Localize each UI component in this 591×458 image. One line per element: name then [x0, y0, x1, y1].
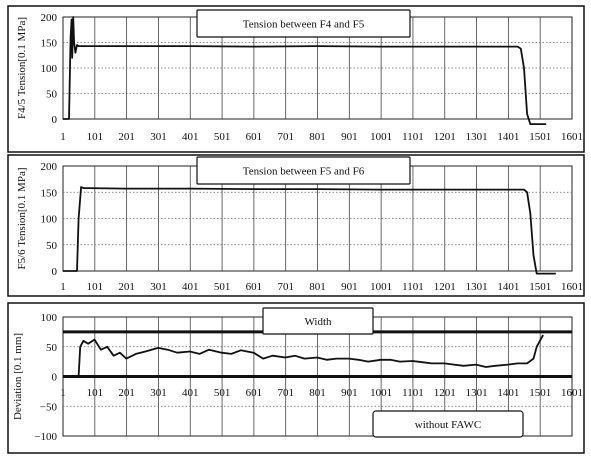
x-tick-label: 901 — [341, 131, 358, 143]
x-tick-label: 1201 — [434, 387, 456, 399]
y-tick-label: 50 — [46, 240, 58, 252]
x-tick-label: 1001 — [370, 131, 392, 143]
x-tick-label: 101 — [87, 281, 104, 293]
x-tick-label: 701 — [277, 131, 294, 143]
x-tick-label: 1301 — [466, 131, 488, 143]
y-tick-label: 0 — [52, 114, 58, 126]
y-tick-label: 200 — [41, 12, 58, 24]
y-tick-label: 0 — [52, 372, 58, 384]
x-tick-label: 301 — [150, 281, 167, 293]
x-tick-label: 601 — [246, 387, 263, 399]
x-tick-label: 701 — [277, 281, 294, 293]
annotation-label: without FAWC — [415, 419, 481, 431]
y-axis-label: F4/5 Tension[0.1 MPa] — [16, 17, 28, 119]
x-tick-label: 101 — [87, 131, 104, 143]
x-tick-label: 1501 — [529, 387, 551, 399]
y-axis-label: Deviation [0.1 mm] — [12, 333, 24, 420]
x-tick-label: 701 — [277, 387, 294, 399]
series-line — [63, 186, 556, 275]
y-tick-label: 200 — [41, 161, 58, 173]
chart-title-box — [196, 9, 411, 38]
x-tick-label: 801 — [309, 281, 326, 293]
x-tick-label: 1201 — [434, 281, 456, 293]
x-tick-label: 1101 — [402, 281, 424, 293]
x-tick-label: 1201 — [434, 131, 456, 143]
x-tick-label: 501 — [214, 387, 231, 399]
y-tick-label: 100 — [41, 214, 58, 226]
y-tick-label: 150 — [41, 187, 58, 199]
x-tick-label: 1 — [60, 281, 66, 293]
x-tick-label: 1301 — [466, 387, 488, 399]
x-tick-label: 201 — [118, 131, 135, 143]
series-line — [63, 334, 544, 378]
chart-panel-width-deviation: 1 101 201 301 401 501 601 701 801 901 1001 1101 1201… — [12, 307, 583, 443]
x-tick-label: 1 — [60, 131, 66, 143]
x-tick-label: 601 — [246, 281, 263, 293]
y-tick-label: 150 — [41, 38, 58, 50]
chart-title-box — [196, 156, 411, 185]
x-tick-label: 901 — [341, 387, 358, 399]
x-tick-label: 1601 — [561, 131, 583, 143]
chart-panel-f56-tension: 1 101 201 301 401 501 601 701 801 901 1001 1101 1201… — [16, 156, 583, 293]
y-tick-label: 50 — [46, 89, 58, 101]
x-tick-label: 401 — [182, 387, 199, 399]
x-tick-label: 901 — [341, 281, 358, 293]
y-tick-label: 100 — [41, 312, 58, 324]
x-tick-label: 501 — [214, 281, 231, 293]
x-tick-label: 1501 — [529, 281, 551, 293]
x-tick-label: 1301 — [466, 281, 488, 293]
x-tick-label: 1001 — [370, 281, 392, 293]
x-tick-label: 1101 — [402, 387, 424, 399]
chart-panel-f45-tension: 1 101 201 301 401 501 601 701 801 901 1001 1101 1201… — [16, 9, 583, 143]
x-tick-label: 1101 — [402, 131, 424, 143]
series-line — [63, 16, 547, 125]
y-tick-label: 100 — [41, 63, 58, 75]
x-tick-label: 101 — [87, 387, 104, 399]
y-axis-label: F5/6 Tension[0.1 MPa] — [16, 167, 28, 269]
chart-title-box — [262, 307, 374, 335]
x-tick-label: 1401 — [497, 281, 519, 293]
x-tick-label: 601 — [246, 131, 263, 143]
x-tick-label: 401 — [182, 131, 199, 143]
x-tick-label: 201 — [118, 281, 135, 293]
y-tick-label: −100 — [34, 431, 57, 443]
y-tick-label: −50 — [40, 401, 58, 413]
y-tick-label: 0 — [52, 266, 58, 278]
x-tick-label: 301 — [150, 387, 167, 399]
x-tick-label: 1401 — [497, 387, 519, 399]
x-tick-label: 1001 — [370, 387, 392, 399]
x-tick-label: 1401 — [497, 131, 519, 143]
x-tick-label: 301 — [150, 131, 167, 143]
x-tick-label: 801 — [309, 131, 326, 143]
chart-title: Tension between F4 and F5 — [243, 19, 365, 31]
x-tick-label: 1 — [60, 387, 66, 399]
x-tick-label: 1501 — [529, 131, 551, 143]
chart-title: Width — [304, 316, 332, 328]
x-tick-label: 201 — [118, 387, 135, 399]
y-tick-label: 50 — [46, 342, 58, 354]
x-tick-label: 801 — [309, 387, 326, 399]
x-tick-label: 401 — [182, 281, 199, 293]
x-tick-label: 1601 — [561, 281, 583, 293]
x-tick-label: 501 — [214, 131, 231, 143]
annotation-box — [372, 410, 524, 438]
x-tick-label: 1601 — [561, 387, 583, 399]
chart-title: Tension between F5 and F6 — [243, 166, 365, 178]
